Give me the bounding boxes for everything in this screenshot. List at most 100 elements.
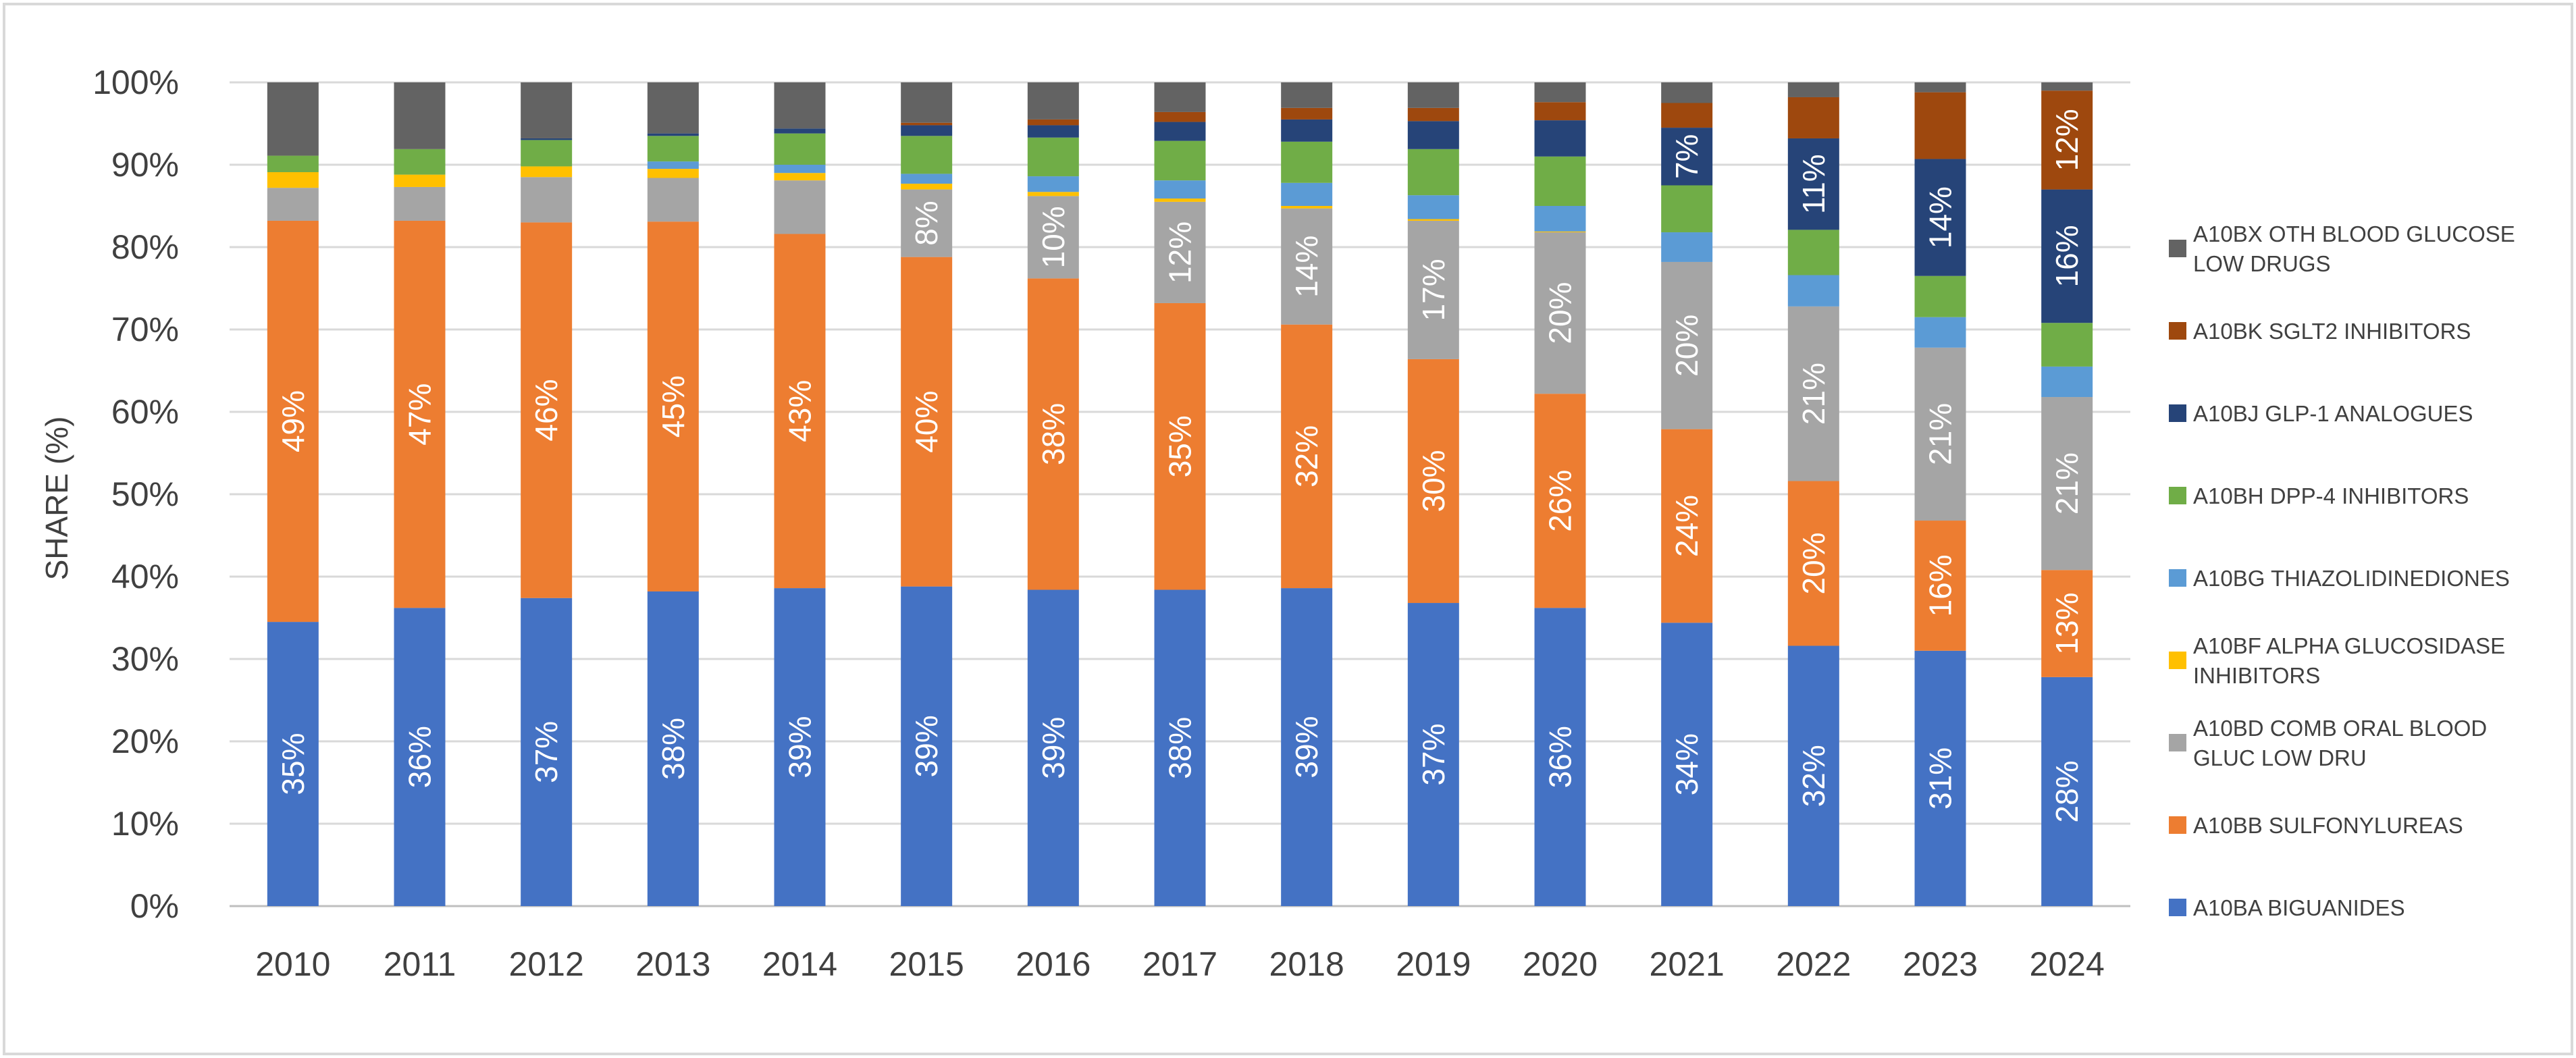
bar-segment xyxy=(1154,589,1206,906)
bar-segment xyxy=(901,586,953,906)
legend-label-line: A10BA BIGUANIDES xyxy=(2193,895,2405,920)
bar-segment xyxy=(774,173,826,181)
y-axis-title: SHARE (%) xyxy=(39,417,74,581)
bar-segment xyxy=(1914,159,1966,276)
bar-segment xyxy=(1027,82,1079,120)
bar-segment xyxy=(1154,140,1206,181)
bar-segment xyxy=(2041,397,2093,571)
y-tick-label: 60% xyxy=(111,393,179,431)
bar-segment xyxy=(394,220,446,608)
bar-data-label: 40% xyxy=(909,391,944,453)
legend-label-line: A10BB SULFONYLUREAS xyxy=(2193,813,2463,838)
bar-data-label: 21% xyxy=(1796,363,1831,425)
bar-segment xyxy=(1407,107,1459,122)
bar-segment xyxy=(521,138,573,140)
bar-data-label: 14% xyxy=(1923,186,1958,248)
bar-data-label: 28% xyxy=(2049,760,2084,822)
bar-data-label: 20% xyxy=(1796,532,1831,594)
x-tick-label: 2024 xyxy=(2030,945,2105,983)
bar-segment xyxy=(521,140,573,167)
bar-segment xyxy=(1281,107,1333,120)
bar-data-label: 20% xyxy=(1669,315,1704,377)
x-tick-label: 2010 xyxy=(255,945,330,983)
bar-data-label: 46% xyxy=(529,379,564,442)
bar-segment xyxy=(1534,206,1586,232)
bar-segment xyxy=(901,174,953,184)
bar-segment xyxy=(1787,138,1839,230)
x-tick-label: 2022 xyxy=(1776,945,1851,983)
legend-label: A10BB SULFONYLUREAS xyxy=(2193,813,2463,838)
bar-segment xyxy=(394,186,446,221)
bar-segment xyxy=(1787,82,1839,97)
bar-data-label: 13% xyxy=(2049,593,2084,655)
bar-data-label: 39% xyxy=(1289,716,1324,778)
x-tick-label: 2012 xyxy=(509,945,584,983)
bar-segment xyxy=(267,82,319,156)
bar-segment xyxy=(901,125,953,136)
bar-data-label: 30% xyxy=(1416,450,1451,512)
bar-data-label: 8% xyxy=(909,201,944,245)
bar-segment xyxy=(1407,149,1459,196)
bar-segment xyxy=(774,180,826,234)
bar-data-label: 11% xyxy=(1796,154,1831,214)
bar-segment xyxy=(2041,82,2093,91)
bar-data-label: 20% xyxy=(1543,282,1578,344)
bar-segment xyxy=(1534,120,1586,157)
legend-label-line: A10BD COMB ORAL BLOOD xyxy=(2193,716,2487,741)
bar-segment xyxy=(267,622,319,906)
bar-data-label: 35% xyxy=(1163,415,1198,477)
x-tick-label: 2019 xyxy=(1396,945,1471,983)
bar-segment xyxy=(2041,570,2093,677)
bars xyxy=(267,82,2093,906)
bar-data-label: 12% xyxy=(1163,221,1198,284)
bar-segment xyxy=(901,257,953,587)
bar-segment xyxy=(1027,278,1079,590)
legend-label: A10BX OTH BLOOD GLUCOSE LOW DRUGS xyxy=(2193,221,2515,276)
bar-segment xyxy=(647,82,699,134)
bar-segment xyxy=(1661,82,1713,103)
bar-segment xyxy=(1281,182,1333,206)
bar-segment xyxy=(774,165,826,174)
bar-data-label: 37% xyxy=(529,721,564,783)
bar-segment xyxy=(1027,192,1079,196)
bar-data-label: 36% xyxy=(1543,726,1578,788)
legend-label-line: A10BG THIAZOLIDINEDIONES xyxy=(2193,566,2510,591)
bar-data-label: 21% xyxy=(1923,403,1958,465)
legend-label: A10BG THIAZOLIDINEDIONES xyxy=(2193,566,2510,591)
bar-segment xyxy=(521,82,573,138)
bar-data-label: 47% xyxy=(402,383,438,446)
legend-swatch xyxy=(2169,734,2186,751)
bar-segment xyxy=(2041,189,2093,323)
bar-data-label: 12% xyxy=(2049,109,2084,171)
y-tick-label: 40% xyxy=(111,558,179,596)
bar-segment xyxy=(1027,119,1079,126)
bar-data-label: 10% xyxy=(1036,206,1071,268)
bar-segment xyxy=(1407,82,1459,108)
legend-swatch xyxy=(2169,899,2186,916)
bar-segment xyxy=(1787,230,1839,275)
legend-label: A10BA BIGUANIDES xyxy=(2193,895,2405,920)
bar-labels: 35% 49% 36% 47% 37% 46% 38% 45% 39% 43% 39% 40% 8% 39… xyxy=(275,109,2084,822)
bar-segment xyxy=(1914,317,1966,348)
bar-segment xyxy=(1914,275,1966,317)
x-tick-label: 2015 xyxy=(889,945,964,983)
bar-segment xyxy=(1534,156,1586,206)
bar-segment xyxy=(1914,82,1966,92)
legend-label-line: INHIBITORS xyxy=(2193,663,2320,688)
bar-segment xyxy=(1534,102,1586,121)
bar-segment xyxy=(1661,185,1713,233)
bar-segment xyxy=(267,155,319,172)
bar-segment xyxy=(1661,103,1713,128)
bar-segment xyxy=(1154,199,1206,202)
bar-data-label: 38% xyxy=(1036,403,1071,465)
bar-segment xyxy=(647,136,699,162)
bar-segment xyxy=(1534,82,1586,103)
legend-swatch xyxy=(2169,487,2186,504)
bar-segment xyxy=(1407,219,1459,221)
bar-segment xyxy=(267,171,319,188)
bar-segment xyxy=(1027,176,1079,192)
axes: SHARE (%) 0% 10% 20% 30% 40% 50% 60% 70% 80% 90% 1… xyxy=(39,63,2105,983)
bar-segment xyxy=(774,82,826,129)
y-tick-label: 70% xyxy=(111,311,179,348)
legend-label: A10BD COMB ORAL BLOOD GLUC LOW DRU xyxy=(2193,716,2487,770)
